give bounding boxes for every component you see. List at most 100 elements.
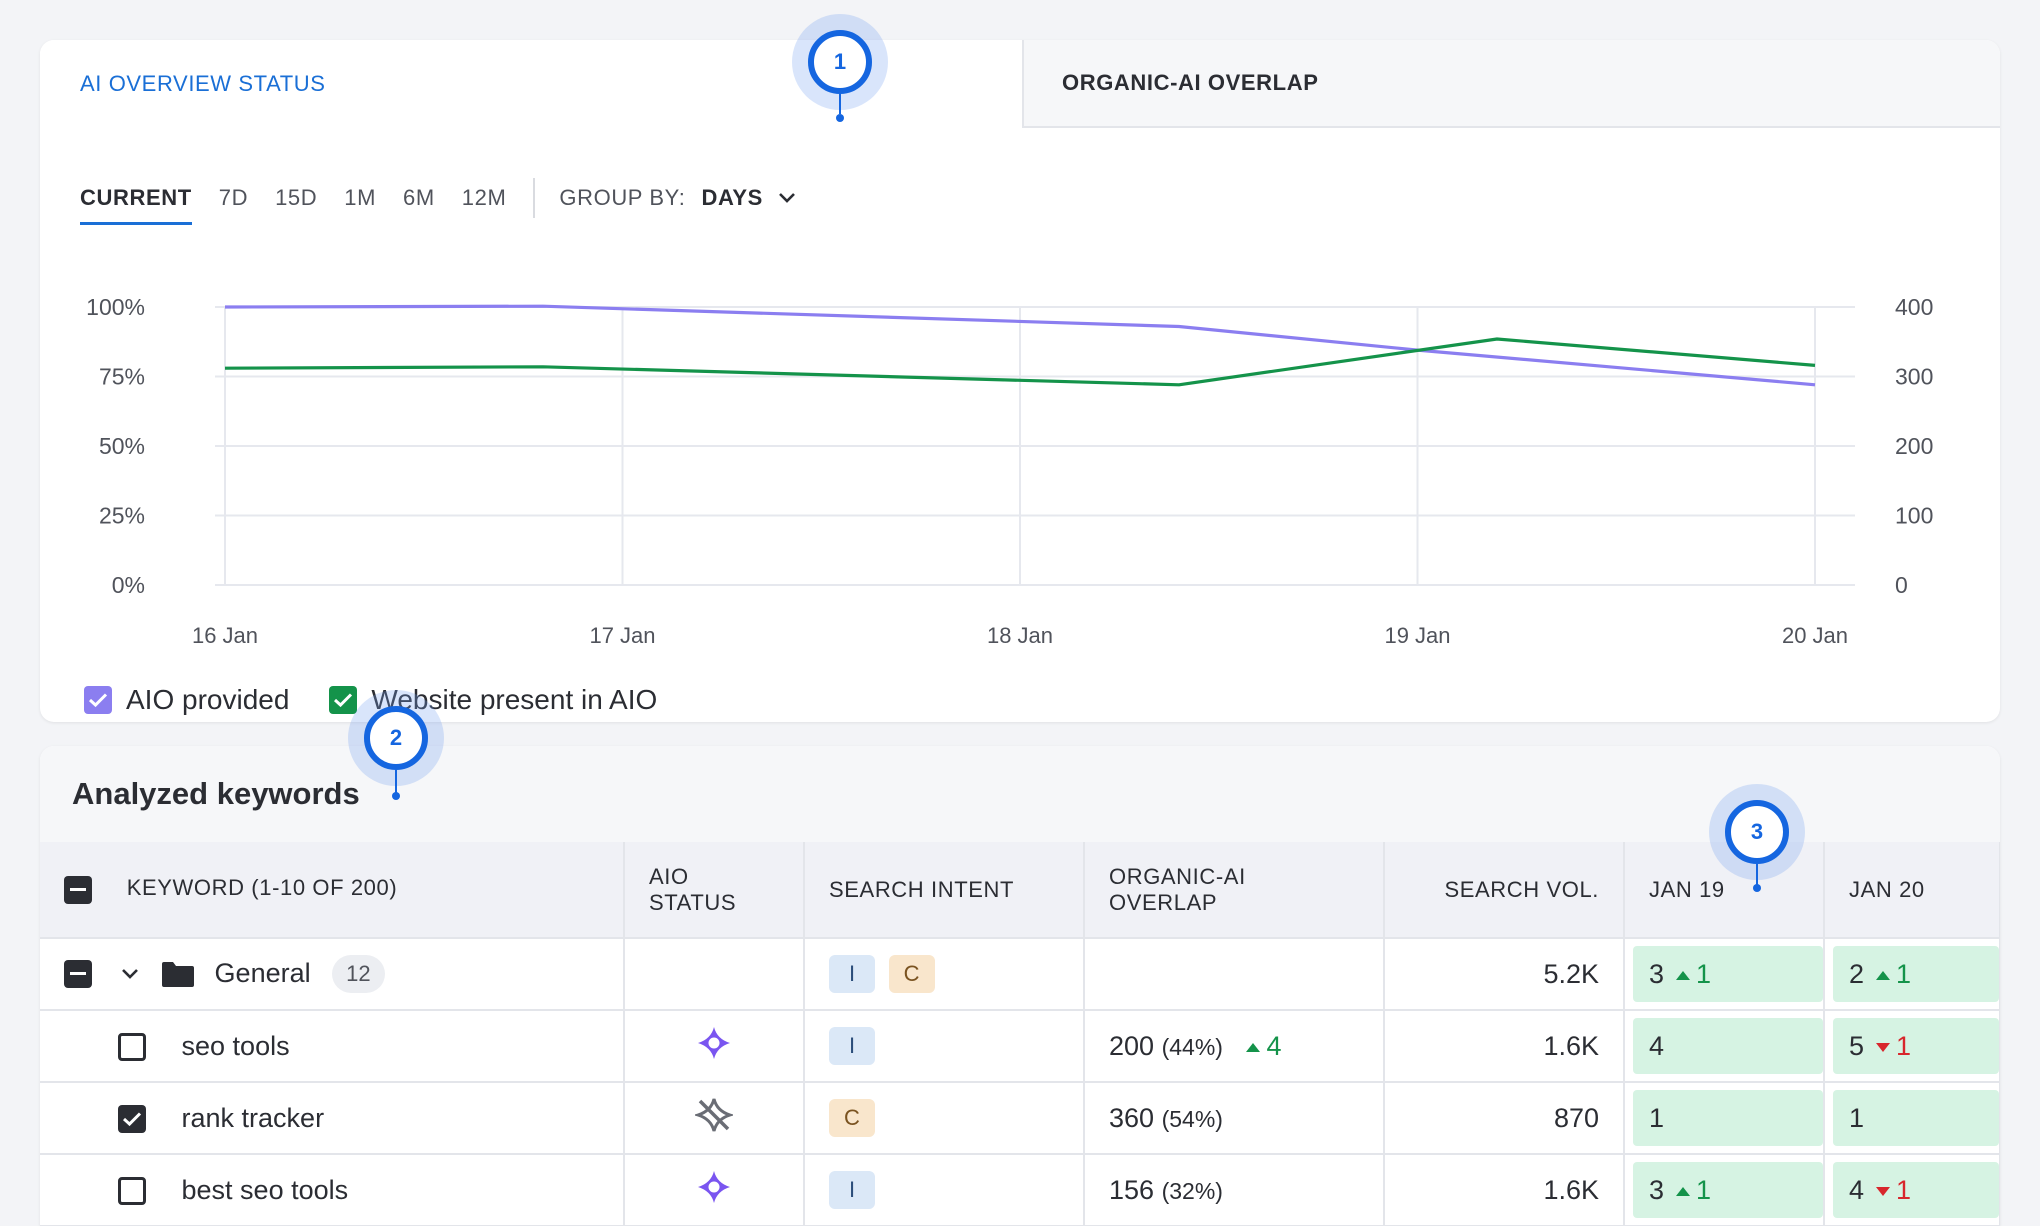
keyword-text: best seo tools [181, 1175, 349, 1206]
arrow-down-icon [1876, 1042, 1891, 1052]
period-1m[interactable]: 1M [344, 185, 377, 210]
search-volume: 1.6K [1384, 1154, 1625, 1226]
card-title: Analyzed keywords [72, 776, 360, 811]
legend-website-present[interactable]: Website present in AIO [329, 684, 657, 716]
intent-cell: I [804, 1154, 1085, 1226]
folder-icon [162, 961, 195, 987]
header-keyword-label: KEYWORD (1-10 OF 200) [126, 875, 398, 901]
tour-marker-number: 2 [364, 706, 428, 770]
tour-marker-stem [1756, 864, 1758, 886]
period-15d[interactable]: 15D [275, 185, 318, 210]
y-right-tick-label: 0 [1895, 572, 1908, 598]
header-search-intent[interactable]: SEARCH INTENT [804, 842, 1085, 939]
tour-marker-stem [395, 770, 397, 794]
row-checkbox[interactable] [118, 1176, 146, 1205]
rank-change-up: 1 [1676, 959, 1711, 990]
period-12m[interactable]: 12M [461, 185, 507, 210]
y-right-tick-label: 200 [1895, 433, 1933, 459]
tour-marker-dot [392, 792, 400, 800]
rank-value: 3 [1649, 958, 1665, 989]
x-tick-label: 19 Jan [1384, 623, 1450, 648]
tour-marker-number: 1 [808, 30, 872, 94]
rank-value: 1 [1849, 1102, 1865, 1133]
table-header-row: KEYWORD (1-10 OF 200) AIO STATUS SEARCH … [40, 842, 2000, 939]
rank-change-down: 1 [1876, 1031, 1911, 1062]
tour-marker-number: 3 [1725, 800, 1789, 864]
arrow-up-icon [1676, 1186, 1691, 1196]
rank-value: 4 [1849, 1174, 1865, 1205]
header-aio-status[interactable]: AIO STATUS [624, 842, 805, 939]
overlap-value: 200 [1109, 1030, 1155, 1061]
period-current[interactable]: CURRENT [80, 185, 192, 225]
group-by-dropdown[interactable]: DAYS [701, 185, 797, 211]
overlap-percent: (54%) [1161, 1105, 1223, 1132]
aio-status-cell [624, 1154, 805, 1226]
rank-delta: 1 [1696, 1174, 1712, 1205]
checkbox-checked-icon [84, 686, 112, 714]
legend-aio-provided-label: AIO provided [126, 684, 290, 715]
keyword-text: seo tools [181, 1031, 290, 1062]
series-line-website-present-in-aio [224, 337, 1816, 387]
group-checkbox[interactable] [64, 959, 92, 988]
overlap-percent: (44%) [1161, 1033, 1223, 1060]
tab-organic-ai-overlap[interactable]: ORGANIC-AI OVERLAP [1022, 40, 2000, 128]
y-left-tick-label: 75% [99, 364, 145, 390]
search-volume: 1.6K [1384, 1010, 1625, 1083]
period-6m[interactable]: 6M [403, 185, 435, 210]
rank-value: 1 [1649, 1102, 1665, 1133]
sparkle-icon [698, 1026, 730, 1059]
header-organic-overlap[interactable]: ORGANIC-AI OVERLAP [1084, 842, 1385, 939]
y-left-tick-label: 50% [99, 433, 145, 459]
rank-change-up: 1 [1876, 959, 1911, 990]
intent-badge: I [829, 955, 875, 993]
group-volume: 5.2K [1384, 938, 1625, 1011]
header-jan19[interactable]: JAN 19 [1624, 842, 1825, 939]
select-all-checkbox[interactable] [64, 875, 92, 904]
intent-cell: I [804, 1010, 1085, 1083]
tour-marker-dot [1753, 884, 1761, 892]
intent-badge: C [888, 955, 935, 993]
tour-marker-3[interactable]: 3 [1709, 784, 1805, 880]
search-volume: 870 [1384, 1082, 1625, 1155]
tour-marker-stem [839, 94, 841, 114]
series-line-aio-provided [224, 304, 1816, 387]
overlap-delta: 4 [1266, 1030, 1282, 1061]
jan20-cell: 1 [1824, 1082, 2000, 1155]
intent-cell: C [804, 1082, 1085, 1155]
legend-aio-provided[interactable]: AIO provided [84, 684, 289, 716]
tour-marker-1[interactable]: 1 [792, 14, 888, 110]
row-checkbox[interactable] [118, 1104, 146, 1133]
overlap-change-up: 4 [1246, 1031, 1281, 1061]
chart-legend: AIO provided Website present in AIO [84, 684, 657, 716]
rank-delta: 1 [1896, 1030, 1912, 1061]
aio-overview-card: AI OVERVIEW STATUS ORGANIC-AI OVERLAP CU… [40, 40, 2000, 722]
rank-value: 3 [1649, 1174, 1665, 1205]
group-by-label: GROUP BY: [559, 185, 686, 210]
header-jan20[interactable]: JAN 20 [1824, 842, 2000, 939]
intent-badge: I [829, 1027, 875, 1065]
aio-status-chart: 100% 400 75% 300 50% 200 25% 100 0% 0 16 Jan 17 Jan… [86, 294, 1933, 648]
y-left-tick-label: 100% [86, 294, 145, 320]
arrow-up-icon [1246, 1042, 1261, 1052]
sparkle-icon [698, 1170, 730, 1203]
row-checkbox[interactable] [118, 1032, 146, 1061]
rank-change-down: 1 [1876, 1175, 1911, 1206]
chevron-down-icon[interactable] [120, 967, 140, 981]
x-tick-label: 17 Jan [589, 623, 655, 648]
aio-status-cell [624, 1082, 805, 1155]
period-divider [533, 178, 536, 218]
aio-off-icon [692, 1098, 736, 1131]
period-7d[interactable]: 7D [218, 185, 249, 210]
group-by-value: DAYS [701, 185, 763, 210]
table-row[interactable]: rank tracker C 360 (54%) 870 1 1 [40, 1082, 2000, 1155]
header-search-vol[interactable]: SEARCH VOL. [1384, 842, 1625, 939]
header-keyword[interactable]: KEYWORD (1-10 OF 200) [40, 842, 625, 939]
